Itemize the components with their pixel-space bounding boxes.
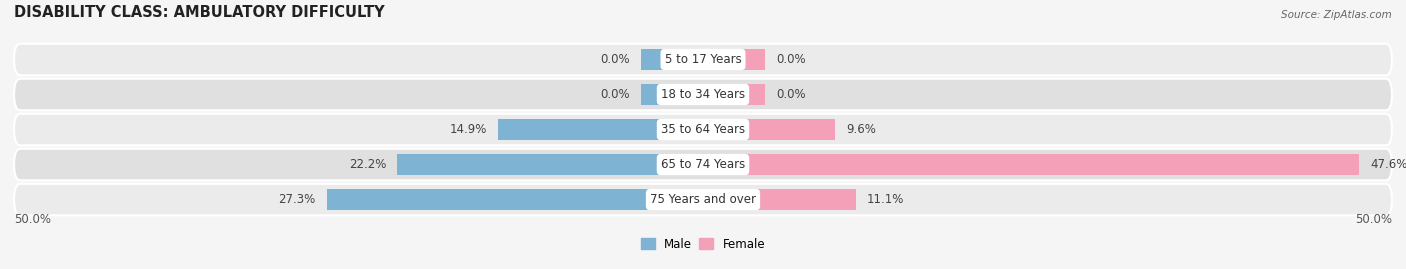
Bar: [703, 119, 835, 140]
FancyBboxPatch shape: [14, 79, 1392, 110]
Bar: [641, 84, 703, 105]
Bar: [703, 84, 765, 105]
FancyBboxPatch shape: [14, 149, 1392, 180]
Legend: Male, Female: Male, Female: [636, 233, 770, 256]
Text: 22.2%: 22.2%: [349, 158, 387, 171]
Bar: [703, 49, 765, 70]
FancyBboxPatch shape: [14, 44, 1392, 75]
Text: 65 to 74 Years: 65 to 74 Years: [661, 158, 745, 171]
Text: 18 to 34 Years: 18 to 34 Years: [661, 88, 745, 101]
Text: Source: ZipAtlas.com: Source: ZipAtlas.com: [1281, 10, 1392, 20]
Bar: [703, 154, 1358, 175]
Text: 14.9%: 14.9%: [450, 123, 486, 136]
Bar: [703, 189, 856, 210]
Bar: [396, 154, 703, 175]
FancyBboxPatch shape: [14, 114, 1392, 145]
Bar: [498, 119, 703, 140]
Bar: [326, 189, 703, 210]
Text: 0.0%: 0.0%: [600, 88, 630, 101]
Text: 0.0%: 0.0%: [776, 53, 806, 66]
Text: DISABILITY CLASS: AMBULATORY DIFFICULTY: DISABILITY CLASS: AMBULATORY DIFFICULTY: [14, 5, 385, 20]
Text: 5 to 17 Years: 5 to 17 Years: [665, 53, 741, 66]
Text: 47.6%: 47.6%: [1369, 158, 1406, 171]
Text: 50.0%: 50.0%: [14, 213, 51, 226]
Text: 75 Years and over: 75 Years and over: [650, 193, 756, 206]
Text: 0.0%: 0.0%: [600, 53, 630, 66]
Text: 27.3%: 27.3%: [278, 193, 316, 206]
Bar: [641, 49, 703, 70]
Text: 0.0%: 0.0%: [776, 88, 806, 101]
Text: 35 to 64 Years: 35 to 64 Years: [661, 123, 745, 136]
FancyBboxPatch shape: [14, 184, 1392, 215]
Text: 11.1%: 11.1%: [868, 193, 904, 206]
Text: 50.0%: 50.0%: [1355, 213, 1392, 226]
Text: 9.6%: 9.6%: [846, 123, 876, 136]
